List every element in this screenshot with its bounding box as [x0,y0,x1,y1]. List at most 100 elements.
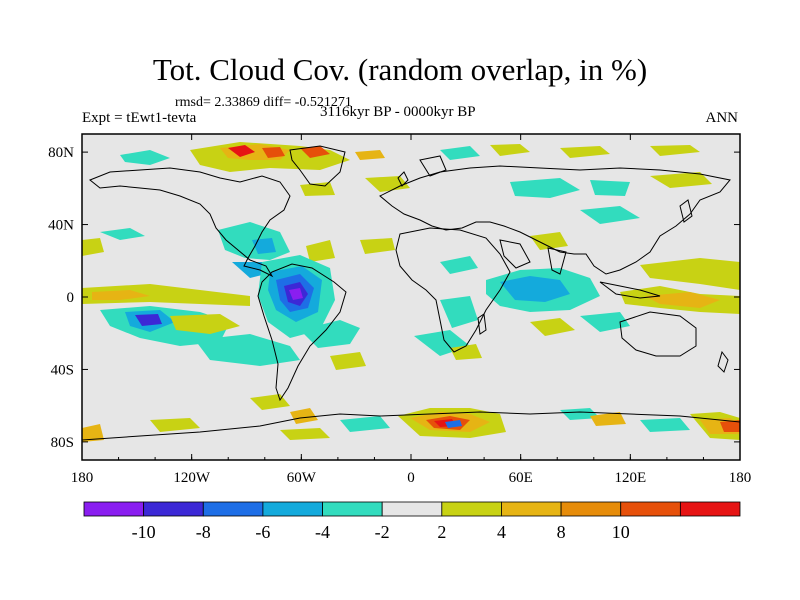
anomaly-field [82,142,740,442]
coast-arabia [499,239,531,269]
anomaly-region [280,428,330,440]
anomaly-region [82,284,250,306]
coast-indonesia [599,281,661,299]
lon-tick-label: 0 [407,470,415,486]
colorbar-swatch [381,501,443,517]
lat-tick-label: 80N [48,145,74,161]
colorbar-swatch [262,501,323,517]
latitude-axis: 80N 40N 0 40S 80S [48,145,740,451]
colorbar-label: -2 [375,522,390,542]
coast-north-america [89,167,291,278]
anomaly-region [195,334,300,366]
anomaly-region [440,256,478,274]
lon-tick-label: 120E [614,470,646,486]
coast-japan [679,199,693,223]
coast-australia [619,311,697,357]
anomaly-region [440,296,478,328]
lon-tick-label: 180 [71,470,94,486]
anomaly-region [355,150,385,160]
anomaly-region [720,420,740,432]
anomaly-region [640,258,740,290]
colorbar-label: 10 [612,522,630,542]
colorbar-swatch [143,501,204,517]
coast-antarctica [82,411,740,441]
coast-uk [397,171,409,187]
anomaly-region [450,344,482,360]
colorbar-label: 4 [497,522,506,542]
anomaly-region [120,150,170,165]
coast-new-zealand [717,350,729,373]
anomaly-region [228,145,255,157]
coast-eurasia [379,165,731,275]
anomaly-region [340,416,390,432]
anomaly-region [640,418,690,432]
lon-tick-label: 120W [173,470,211,486]
coast-africa [395,227,511,353]
colorbar-label: -10 [132,522,156,542]
anomaly-region [580,312,630,332]
anomaly-region [445,420,462,428]
coastlines [82,145,740,441]
colorbar-label: -6 [255,522,270,542]
anomaly-region [490,144,530,156]
anomaly-region [82,424,104,442]
lat-tick-label: 40N [48,218,74,234]
anomaly-region [330,352,366,370]
anomaly-region [560,408,600,420]
colorbar-swatch [322,501,383,517]
colorbar-label: -4 [315,522,330,542]
lon-tick-label: 60W [287,470,317,486]
lat-tick-label: 80S [51,435,74,451]
experiment-label: Expt = tEwt1-tevta [82,110,197,126]
colorbar-swatch [202,501,264,517]
coast-madagascar [477,313,487,335]
anomaly-region [360,238,395,254]
anomaly-region [252,238,276,254]
longitude-axis: 180 120W 60W 0 60E 120E 180 [71,134,752,486]
colorbar-swatch [620,501,681,517]
anomaly-region [530,232,568,250]
period-label: 3116kyr BP - 0000kyr BP [320,104,476,120]
anomaly-region [500,276,570,302]
anomaly-region [590,412,626,426]
lon-tick-label: 180 [729,470,752,486]
colorbar-swatch [441,501,502,517]
lat-tick-label: 0 [67,290,75,306]
colorbar-swatch [560,501,622,517]
coast-scandinavia [419,155,447,177]
anomaly-region [92,290,150,300]
map-title: Tot. Cloud Cov. (random overlap, in %) [152,52,648,87]
anomaly-region [100,228,145,240]
anomaly-region [590,180,630,196]
colorbar-swatch [83,501,145,517]
colorbar-swatch [501,501,562,517]
coast-india [547,247,567,275]
anomaly-region [150,418,200,432]
anomaly-region [650,145,700,156]
colorbar-label: -8 [196,522,211,542]
coast-south-america [257,263,347,402]
anomaly-region [300,146,330,158]
anomaly-region [580,206,640,224]
anomaly-region [560,146,610,158]
anomaly-region [82,238,104,256]
stats-label: rmsd= 2.33869 diff= -0.521271 [175,95,352,110]
anomaly-region [170,314,240,334]
colorbar-label: 2 [437,522,446,542]
anomaly-region [645,292,720,308]
anomaly-region [290,408,318,424]
anomaly-region [250,394,290,410]
anomaly-region [650,172,712,188]
colorbar-label: 8 [557,522,566,542]
anomaly-region [262,147,285,158]
anomaly-region [289,288,303,300]
anomaly-region [440,146,480,160]
lon-tick-label: 60E [509,470,533,486]
coast-greenland [289,145,346,187]
lat-tick-label: 40S [51,362,74,378]
colorbar-swatch [679,501,741,517]
season-label: ANN [705,110,739,126]
anomaly-region [135,314,162,326]
colorbar: -10 -8 -6 -4 -2 2 4 8 10 [83,501,741,542]
